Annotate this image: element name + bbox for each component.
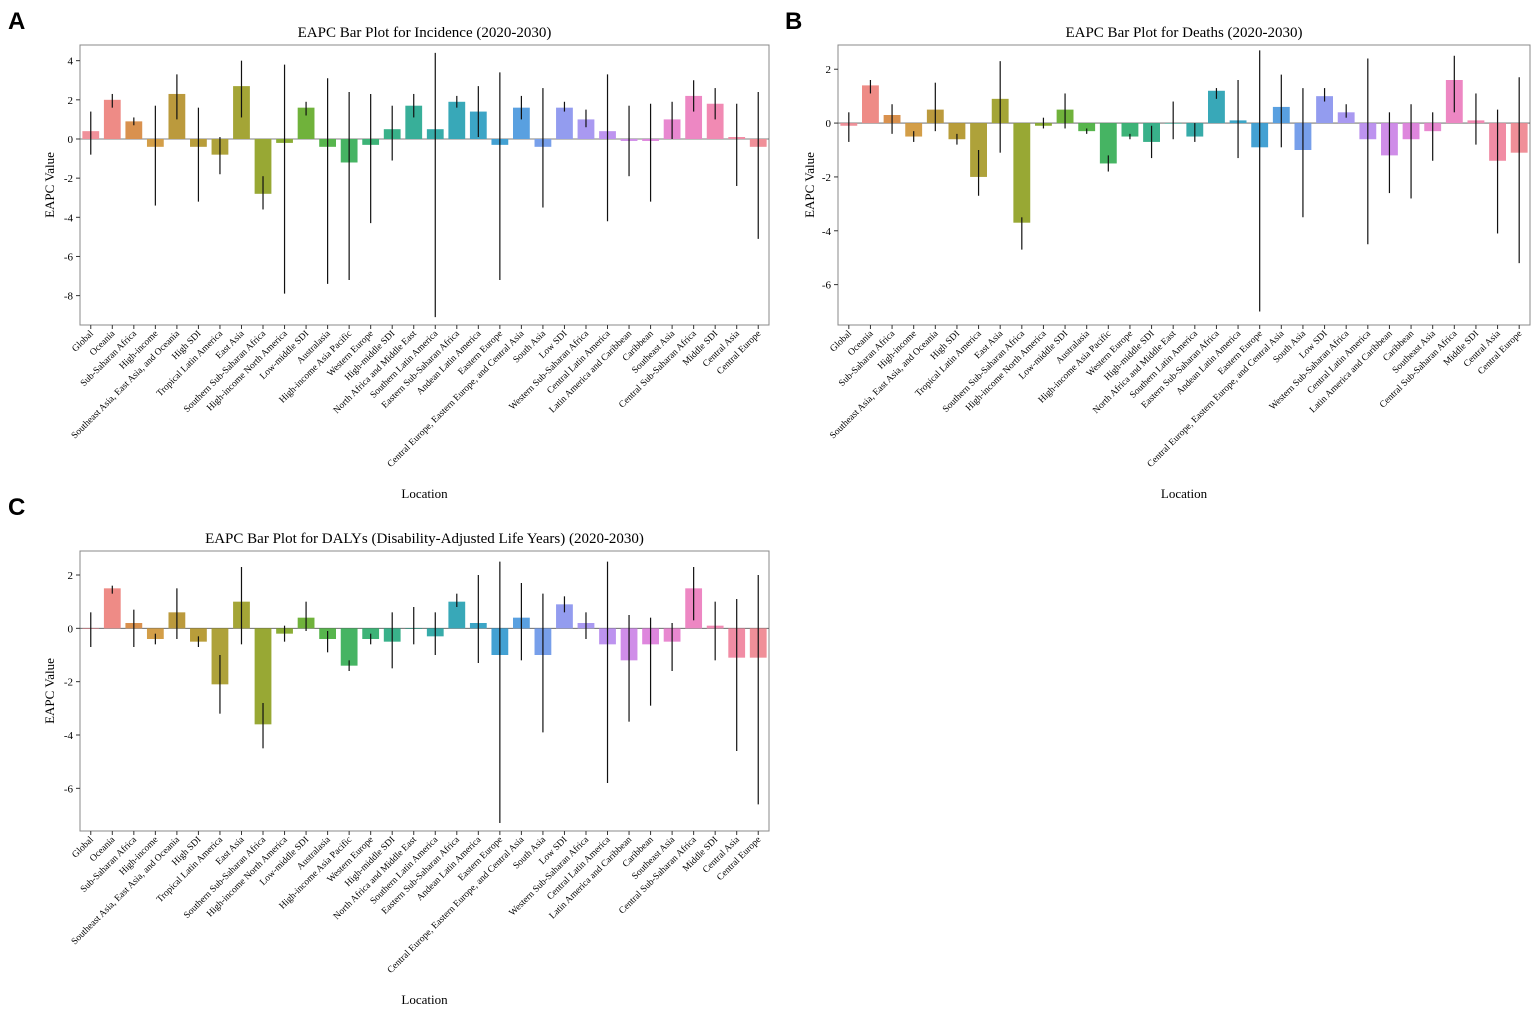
bar — [103, 99, 121, 139]
y-axis-label: EAPC Value — [802, 152, 817, 218]
y-tick-label: -6 — [64, 251, 74, 263]
y-tick-label: 2 — [68, 570, 74, 582]
bar — [1013, 123, 1031, 223]
y-axis-label: EAPC Value — [42, 658, 57, 724]
bar — [190, 628, 207, 642]
chart-3: EAPC Bar Plot for DALYs (Disability-Adju… — [42, 531, 770, 1007]
bar — [405, 105, 423, 139]
bar — [340, 628, 358, 666]
panel-letter-a: A — [8, 8, 26, 35]
chart-title: EAPC Bar Plot for DALYs (Disability-Adju… — [205, 531, 644, 547]
bar — [297, 107, 315, 139]
bar — [862, 85, 879, 124]
bar — [1208, 90, 1225, 124]
x-axis-label: Location — [1161, 486, 1208, 501]
bar — [125, 121, 143, 139]
y-tick-label: 2 — [826, 64, 832, 76]
bar — [448, 601, 466, 629]
y-tick-label: 2 — [68, 95, 74, 107]
y-tick-label: -2 — [64, 677, 73, 689]
y-tick-label: -4 — [822, 226, 832, 238]
chart-1: EAPC Bar Plot for Incidence (2020-2030) -… — [42, 25, 770, 501]
chart-title: EAPC Bar Plot for Incidence (2020-2030) — [298, 25, 552, 41]
bar — [706, 103, 724, 139]
bar — [448, 101, 466, 139]
x-axis-label: Location — [401, 486, 448, 501]
y-tick-label: -6 — [822, 280, 832, 292]
plot-frame — [79, 44, 770, 326]
y-axis-label: EAPC Value — [42, 152, 57, 218]
y-tick-label: -2 — [822, 172, 831, 184]
bar — [512, 107, 530, 139]
bar — [1078, 123, 1096, 132]
plot-frame — [837, 44, 1531, 326]
y-tick-label: 4 — [68, 56, 74, 68]
y-tick-label: -4 — [64, 212, 74, 224]
bar — [685, 95, 703, 139]
y-tick-label: -2 — [64, 173, 73, 185]
bar — [577, 119, 595, 139]
bar — [1099, 123, 1117, 164]
chart-title: EAPC Bar Plot for Deaths (2020-2030) — [1065, 25, 1302, 41]
bar — [146, 628, 164, 639]
bar — [103, 588, 121, 629]
bar — [254, 138, 272, 194]
bar — [1316, 96, 1333, 124]
panel-letter-b: B — [785, 8, 803, 35]
bar — [556, 604, 573, 629]
plot-frame — [79, 550, 770, 832]
bar — [362, 628, 380, 639]
y-tick-label: 0 — [68, 134, 74, 146]
bar — [556, 107, 573, 139]
y-tick-label: 0 — [68, 623, 74, 635]
y-tick-label: -6 — [64, 783, 74, 795]
chart-2: EAPC Bar Plot for Deaths (2020-2030) -6 -4… — [802, 25, 1531, 501]
bar — [254, 628, 272, 725]
bar — [1121, 123, 1139, 137]
y-tick-label: 0 — [826, 118, 832, 130]
y-tick-label: -8 — [64, 291, 74, 303]
bar — [948, 123, 966, 140]
x-axis-label: Location — [401, 992, 448, 1007]
y-tick-label: -4 — [64, 730, 74, 742]
bar — [905, 123, 923, 137]
panel-letter-c: C — [8, 494, 26, 521]
